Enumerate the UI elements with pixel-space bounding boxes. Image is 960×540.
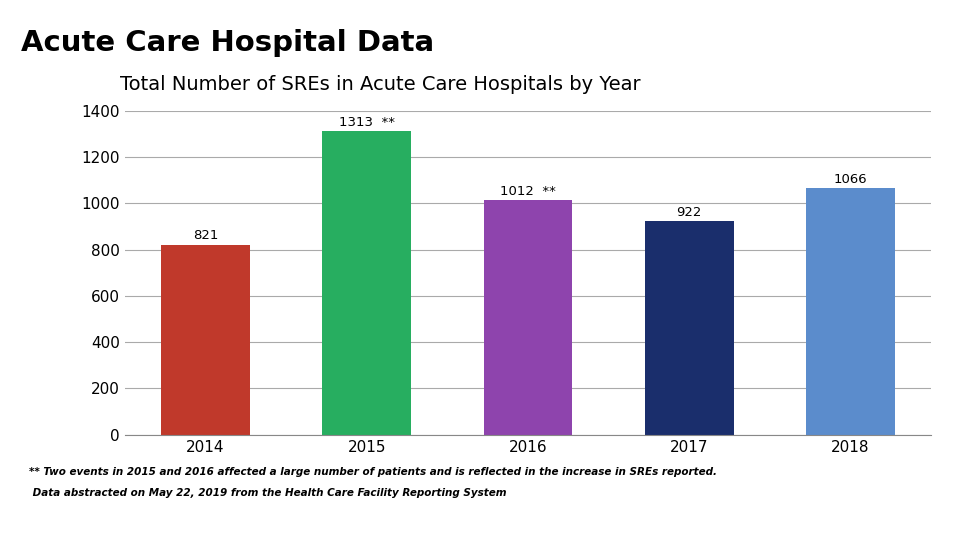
Bar xyxy=(806,188,895,435)
Text: Massachusetts Department of Public Health: Massachusetts Department of Public Healt… xyxy=(38,519,252,529)
Text: 922: 922 xyxy=(677,206,702,219)
Text: 821: 821 xyxy=(193,230,218,242)
Text: mass.gov/dph: mass.gov/dph xyxy=(288,519,357,529)
Bar xyxy=(484,200,572,435)
Bar xyxy=(645,221,733,435)
Text: Data abstracted on May 22, 2019 from the Health Care Facility Reporting System: Data abstracted on May 22, 2019 from the… xyxy=(29,488,506,498)
Text: 1066: 1066 xyxy=(833,173,868,186)
Text: ** Two events in 2015 and 2016 affected a large number of patients and is reflec: ** Two events in 2015 and 2016 affected … xyxy=(29,467,717,477)
Text: Acute Care Hospital Data: Acute Care Hospital Data xyxy=(21,29,434,57)
Bar xyxy=(161,245,250,435)
Bar xyxy=(323,131,411,435)
Text: Total Number of SREs in Acute Care Hospitals by Year: Total Number of SREs in Acute Care Hospi… xyxy=(120,76,640,94)
Text: 1012  **: 1012 ** xyxy=(500,185,556,198)
Text: 1313  **: 1313 ** xyxy=(339,116,395,129)
